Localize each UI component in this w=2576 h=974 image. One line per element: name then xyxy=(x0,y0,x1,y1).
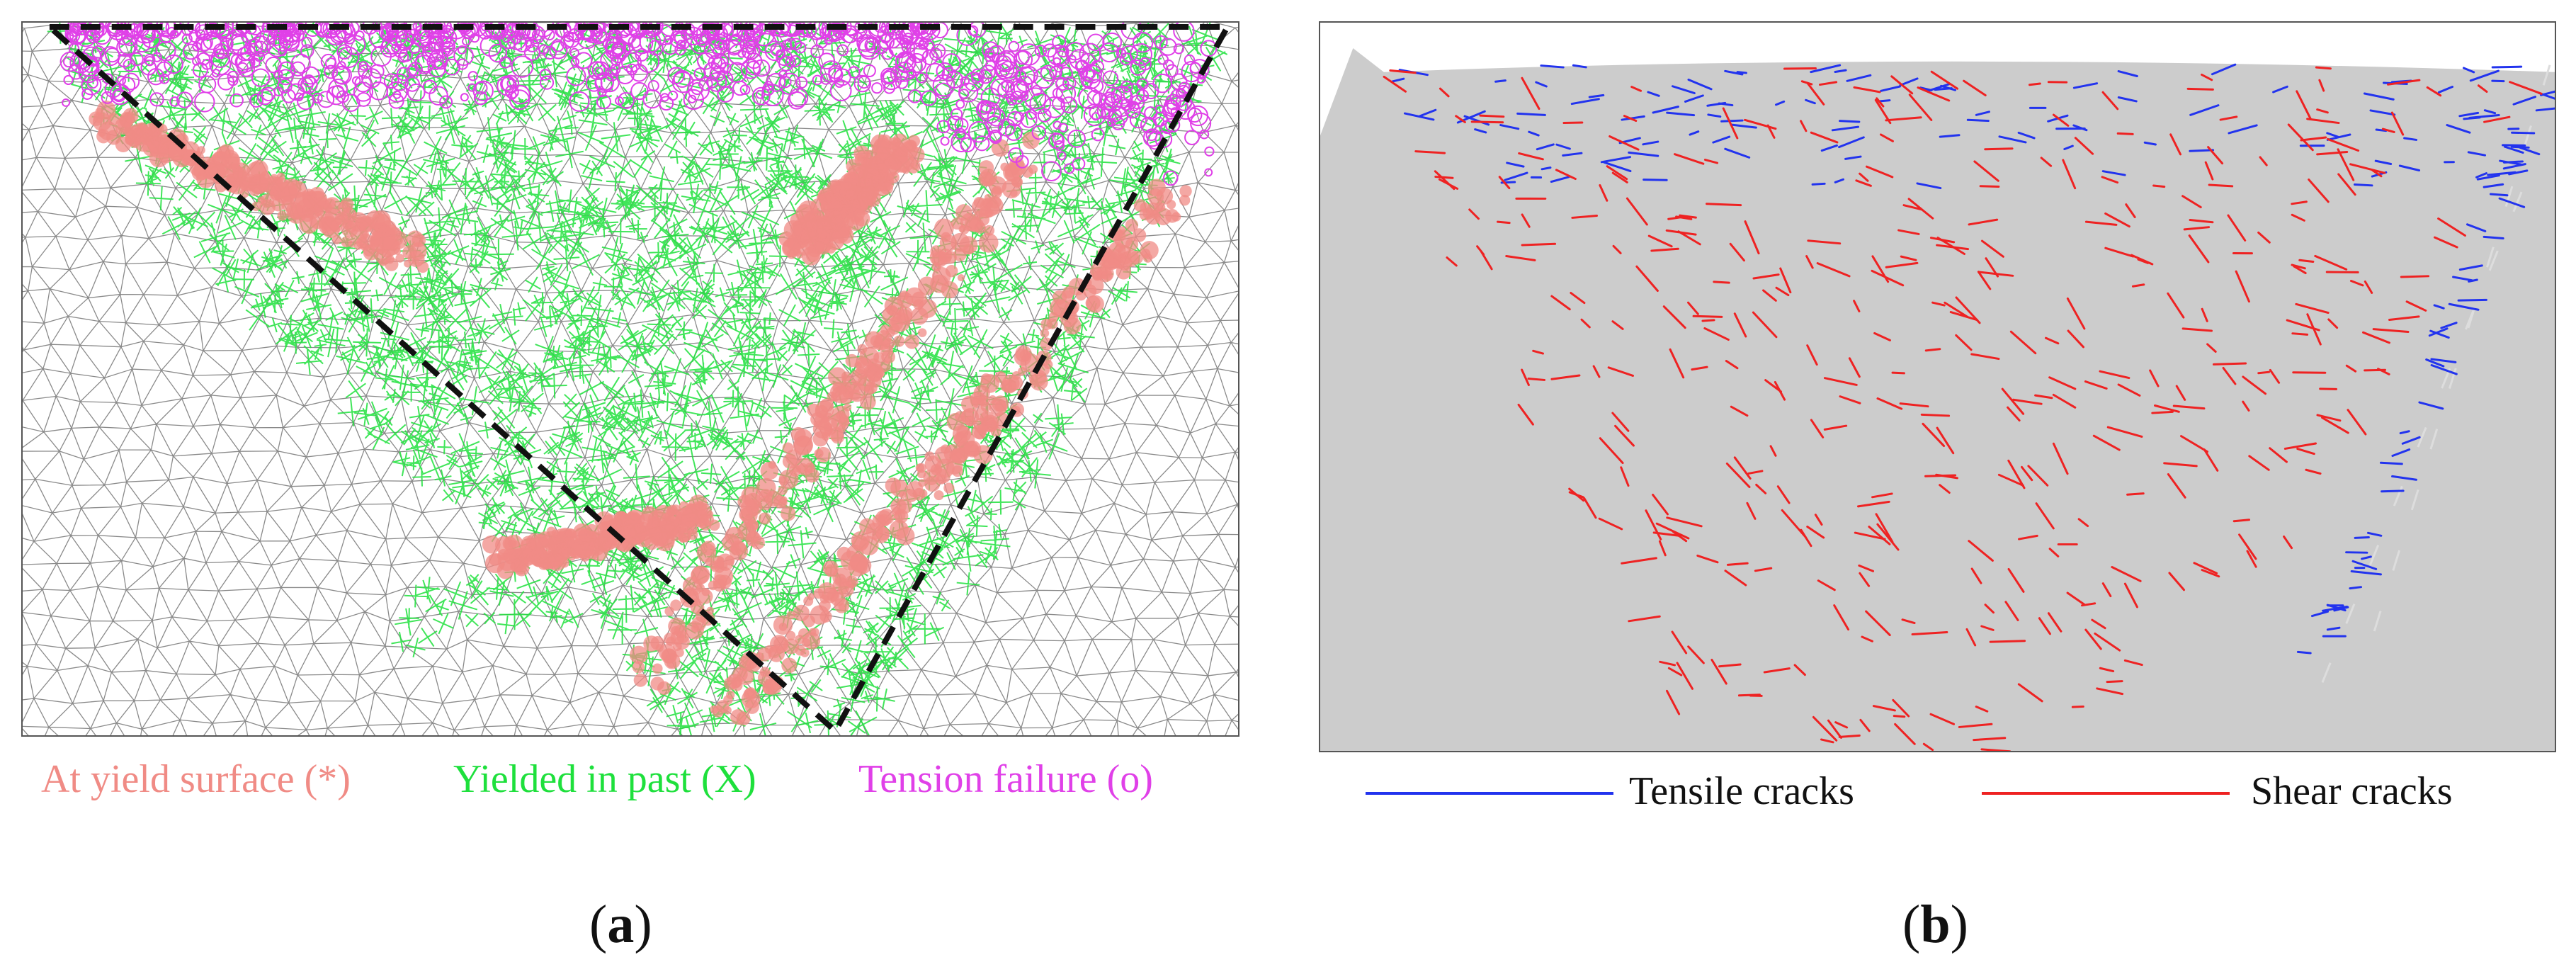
white-corner xyxy=(1320,23,1363,136)
shear-cracks xyxy=(1383,66,2543,751)
excavated-area xyxy=(1320,23,2555,72)
yielded-in-past-markers xyxy=(47,23,1228,735)
legend-tensile-cracks: Tensile cracks xyxy=(1629,769,1854,813)
tensile-cracks xyxy=(1391,63,2555,655)
legend-at-yield-surface: At yield surface (*) xyxy=(41,757,351,801)
legend-yielded-in-past: Yielded in past (X) xyxy=(453,757,756,801)
joint-trace xyxy=(2308,64,2551,715)
crack-map-svg xyxy=(1320,23,2555,751)
finite-element-mesh xyxy=(23,23,1238,735)
plasticity-mesh-svg xyxy=(23,23,1238,735)
legend-tensile-line xyxy=(1366,792,1613,795)
caption-b: (b) xyxy=(1902,895,1968,954)
legend-shear-line xyxy=(1982,792,2230,795)
caption-a: (a) xyxy=(589,895,652,954)
legend-tension-failure: Tension failure (o) xyxy=(858,757,1153,801)
panel-b-crack-map xyxy=(1319,21,2556,752)
panel-a-plasticity-plot xyxy=(21,21,1239,737)
at-yield-surface-markers xyxy=(89,100,1192,726)
legend-shear-cracks: Shear cracks xyxy=(2251,769,2453,813)
